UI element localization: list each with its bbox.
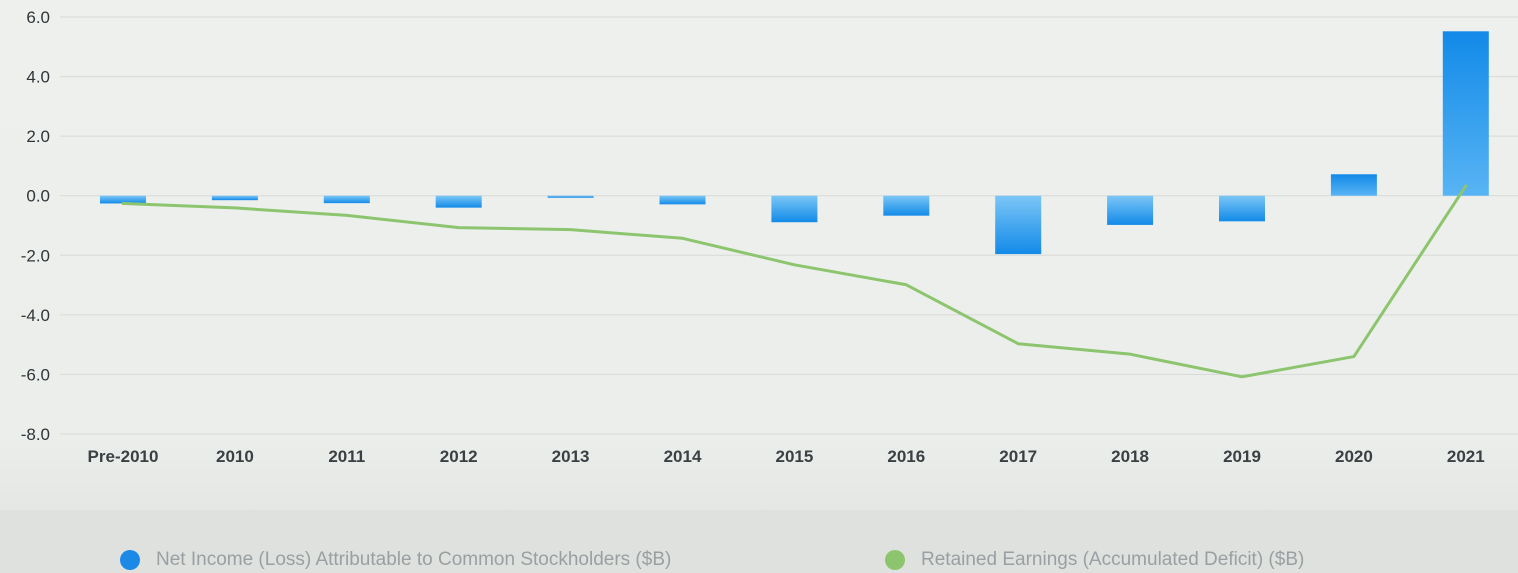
bar-2017 <box>995 195 1042 255</box>
bar-2015 <box>771 195 818 223</box>
x-tick-label: 2021 <box>1447 447 1485 466</box>
x-tick-label: 2013 <box>552 447 590 466</box>
bar-2011 <box>323 195 370 204</box>
x-tick-label: 2016 <box>887 447 925 466</box>
x-tick-label: Pre-2010 <box>88 447 159 466</box>
gridlines <box>60 16 1518 435</box>
y-tick-label: 4.0 <box>26 68 50 87</box>
x-tick-label: 2020 <box>1335 447 1373 466</box>
x-tick-label: 2011 <box>328 447 365 466</box>
x-tick-label: 2012 <box>440 447 478 466</box>
x-axis-ticks: Pre-2010 2010 2011 2012 2013 2014 2015 2016 2017… <box>88 447 1485 466</box>
legend-area <box>0 510 1518 573</box>
y-axis-ticks: 6.0 4.0 2.0 0.0 -2.0 -4.0 -6.0 -8.0 <box>21 8 50 444</box>
bar-2020 <box>1330 174 1377 196</box>
x-tick-label: 2014 <box>664 447 702 466</box>
legend-swatch-green <box>885 550 905 570</box>
legend-label-retained-earnings: Retained Earnings (Accumulated Deficit) … <box>921 549 1305 570</box>
y-tick-label: -8.0 <box>21 425 50 444</box>
bar-2019 <box>1219 195 1265 222</box>
bar-2012 <box>435 195 482 208</box>
y-tick-label: -2.0 <box>21 246 50 265</box>
y-tick-label: 2.0 <box>26 127 50 146</box>
y-tick-label: -4.0 <box>21 306 50 325</box>
x-tick-label: 2018 <box>1111 447 1149 466</box>
bar-2013 <box>547 195 594 198</box>
y-tick-label: 0.0 <box>26 187 50 206</box>
combo-chart: 6.0 4.0 2.0 0.0 -2.0 -4.0 -6.0 -8.0 Pre-2010 201… <box>21 8 1518 466</box>
legend-entry-retained-earnings: Retained Earnings (Accumulated Deficit) … <box>885 548 1304 572</box>
bar-2016 <box>883 195 930 216</box>
bar-2014 <box>659 195 706 205</box>
y-tick-label: 6.0 <box>26 8 50 27</box>
bar-2021 <box>1442 31 1489 196</box>
net-income-bars <box>100 31 1489 255</box>
x-tick-label: 2017 <box>999 447 1037 466</box>
bar-pre-2010 <box>100 195 146 204</box>
x-tick-label: 2010 <box>216 447 254 466</box>
legend-swatch-blue <box>120 550 140 570</box>
bar-2010 <box>211 195 258 201</box>
legend-entry-net-income: Net Income (Loss) Attributable to Common… <box>120 548 671 572</box>
x-tick-label: 2019 <box>1223 447 1261 466</box>
retained-earnings-line-group <box>121 184 1468 379</box>
x-tick-label: 2015 <box>775 447 813 466</box>
bar-2018 <box>1107 195 1154 225</box>
legend-label-net-income: Net Income (Loss) Attributable to Common… <box>156 549 672 570</box>
y-tick-label: -6.0 <box>21 365 50 384</box>
retained-earnings-line <box>121 184 1468 379</box>
